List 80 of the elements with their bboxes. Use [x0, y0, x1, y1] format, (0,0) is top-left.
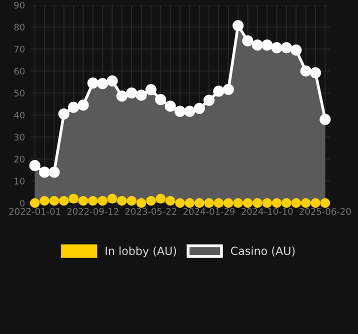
- point: [233, 198, 243, 208]
- y-tick-label: 60: [14, 68, 25, 75]
- point: [117, 196, 127, 206]
- point: [38, 166, 50, 178]
- point: [48, 166, 60, 178]
- point: [40, 196, 50, 206]
- point: [280, 42, 292, 54]
- y-tick-label: 90: [14, 2, 25, 9]
- point: [59, 196, 69, 206]
- point: [49, 196, 60, 206]
- point: [136, 198, 146, 208]
- point: [291, 198, 301, 208]
- point: [184, 106, 196, 117]
- point: [252, 198, 262, 208]
- point: [214, 198, 224, 208]
- x-tick-label: 2025-06-20: [300, 208, 351, 215]
- point: [203, 94, 215, 106]
- point: [107, 194, 118, 204]
- point: [136, 90, 147, 101]
- point: [320, 198, 330, 208]
- x-tick-label: 2022-01-01: [9, 208, 60, 215]
- point: [213, 86, 224, 97]
- point: [222, 84, 234, 96]
- point: [194, 198, 204, 208]
- point: [310, 67, 322, 78]
- y-tick-label: 10: [14, 178, 25, 185]
- point: [58, 108, 70, 120]
- point: [300, 198, 311, 208]
- point: [106, 75, 118, 86]
- y-tick-label: 0: [20, 200, 25, 207]
- point: [310, 198, 320, 208]
- point: [242, 35, 254, 46]
- point: [145, 84, 157, 96]
- point: [164, 100, 176, 112]
- y-tick-label: 80: [14, 24, 25, 31]
- y-tick-label: 70: [14, 46, 25, 53]
- point: [174, 106, 186, 117]
- point: [204, 198, 214, 208]
- point: [68, 102, 80, 113]
- y-tick-label: 50: [14, 90, 25, 97]
- point: [78, 100, 89, 111]
- x-tick-label: 2022-09-12: [67, 208, 118, 215]
- point: [146, 196, 156, 206]
- point: [242, 198, 253, 208]
- point: [165, 196, 176, 206]
- point: [30, 198, 40, 208]
- legend-label: In lobby (AU): [106, 246, 176, 258]
- point: [116, 90, 128, 102]
- point: [29, 160, 40, 172]
- x-tick-label: 2024-01-29: [183, 208, 235, 215]
- point: [271, 42, 282, 54]
- point: [290, 44, 302, 56]
- point: [194, 102, 205, 114]
- point: [300, 65, 312, 77]
- point: [252, 39, 263, 51]
- point: [262, 39, 273, 51]
- point: [68, 194, 78, 204]
- point: [262, 198, 272, 208]
- point: [272, 198, 282, 208]
- y-tick-label: 40: [14, 112, 25, 119]
- point: [320, 114, 331, 125]
- point: [88, 196, 98, 206]
- point: [184, 198, 195, 208]
- y-tick-label: 30: [14, 134, 25, 141]
- point: [155, 94, 166, 106]
- point: [98, 196, 108, 206]
- point: [126, 196, 136, 206]
- point: [97, 78, 108, 90]
- x-tick-label: 2024-10-10: [242, 208, 293, 215]
- point: [156, 194, 166, 204]
- point: [78, 196, 88, 206]
- point: [282, 198, 292, 208]
- point: [175, 198, 185, 208]
- point: [126, 87, 138, 99]
- y-tick-label: 20: [14, 156, 25, 163]
- point: [224, 198, 234, 208]
- point: [232, 20, 244, 32]
- point: [87, 78, 98, 89]
- legend-label: Casino (AU): [230, 246, 295, 256]
- x-tick-label: 2023-05-22: [125, 208, 176, 215]
